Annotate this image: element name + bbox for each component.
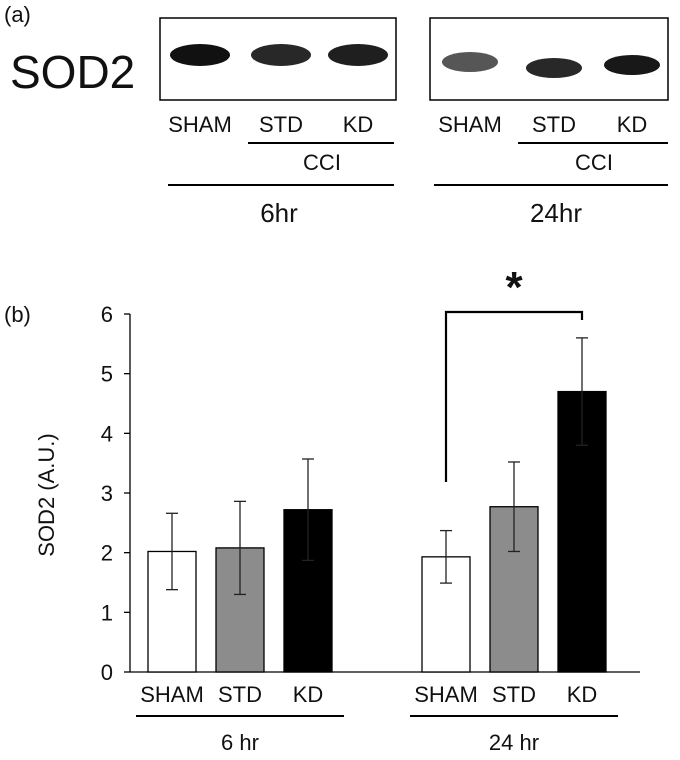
blot-6hr-cci-label: CCI — [303, 150, 341, 175]
chart-annotations: * — [444, 263, 584, 482]
y-tick-label: 0 — [101, 660, 113, 685]
y-ticks: 0 1 2 3 4 5 6 — [101, 302, 130, 685]
blot-band-24hr-std — [526, 58, 582, 78]
blot-6hr: SHAM STD KD CCI 6hr — [159, 17, 397, 228]
y-tick-label: 4 — [101, 421, 113, 446]
blot-6hr-time-label: 6hr — [260, 198, 298, 228]
y-tick-label: 6 — [101, 302, 113, 327]
blot-24hr-cci-label: CCI — [575, 150, 613, 175]
blot-24hr-lane-kd: KD — [617, 112, 648, 137]
protein-label: SOD2 — [10, 46, 135, 98]
y-tick-label: 3 — [101, 481, 113, 506]
blot-band-6hr-kd — [328, 44, 388, 66]
blot-band-24hr-sham — [442, 52, 498, 72]
x-label-24hr-std: STD — [492, 682, 536, 707]
blot-6hr-lane-sham: SHAM — [168, 112, 232, 137]
y-tick-label: 2 — [101, 541, 113, 566]
panel-a-label: (a) — [4, 2, 31, 27]
x-label-24hr-kd: KD — [567, 682, 598, 707]
x-labels: SHAM STD KD 6 hr SHAM STD KD 24 hr — [136, 682, 618, 755]
blot-24hr-lane-std: STD — [532, 112, 576, 137]
blot-24hr-lane-sham: SHAM — [438, 112, 502, 137]
significance-star: * — [505, 263, 523, 312]
y-axis-label: SOD2 (A.U.) — [34, 433, 59, 556]
blot-band-6hr-sham — [170, 44, 230, 66]
x-label-6hr-std: STD — [218, 682, 262, 707]
y-tick-label: 5 — [101, 362, 113, 387]
blot-6hr-lane-kd: KD — [343, 112, 374, 137]
blot-24hr-time-label: 24hr — [530, 198, 582, 228]
x-label-6hr-sham: SHAM — [140, 682, 204, 707]
significance-bracket — [444, 310, 584, 482]
group-label-6hr: 6 hr — [221, 730, 259, 755]
y-tick-label: 1 — [101, 600, 113, 625]
blot-band-24hr-kd — [604, 55, 660, 75]
blot-6hr-lane-std: STD — [259, 112, 303, 137]
x-label-24hr-sham: SHAM — [414, 682, 478, 707]
blot-6hr-bands — [170, 44, 388, 66]
blot-band-6hr-std — [251, 44, 311, 66]
chart-bars — [147, 337, 607, 673]
x-label-6hr-kd: KD — [293, 682, 324, 707]
blot-24hr: SHAM STD KD CCI 24hr — [429, 17, 669, 228]
blot-24hr-bands — [442, 52, 660, 78]
panel-b-label: (b) — [4, 302, 31, 327]
group-label-24hr: 24 hr — [489, 730, 539, 755]
